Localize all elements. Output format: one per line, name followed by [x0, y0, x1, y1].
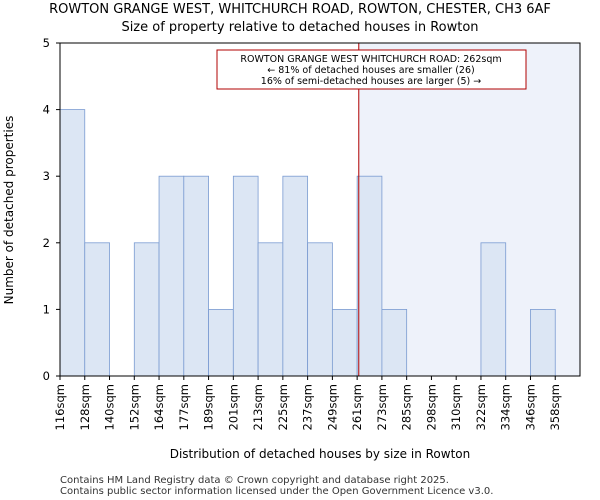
bar-249sqm	[331, 308, 358, 377]
x-tick-label-273sqm: 273sqm	[375, 384, 389, 430]
x-tick-label-213sqm: 213sqm	[251, 384, 265, 430]
x-tick-label-237sqm: 237sqm	[301, 384, 315, 430]
x-tick-label-249sqm: 249sqm	[325, 384, 339, 430]
bar-261sqm	[356, 175, 383, 377]
footer-line-2: Contains public sector information licen…	[60, 486, 493, 497]
x-tick-label-140sqm: 140sqm	[103, 384, 117, 430]
bar-152sqm	[133, 242, 160, 377]
x-ticks: 116sqm 128sqm 140sqm 152sqm 164sqm 177sqm 189s…	[53, 376, 562, 430]
x-tick-label-346sqm: 346sqm	[523, 384, 537, 430]
bar-189sqm	[208, 308, 234, 377]
bar-116sqm	[59, 109, 86, 377]
x-tick-label-177sqm: 177sqm	[177, 384, 191, 430]
bar-213sqm	[257, 242, 284, 377]
bar-177sqm	[183, 175, 209, 377]
y-tick-label-3: 3	[43, 169, 50, 183]
bar-322sqm	[480, 242, 507, 377]
annotation-border	[216, 49, 527, 90]
bar-164sqm	[158, 175, 185, 377]
bar-201sqm	[232, 175, 259, 377]
bars	[59, 109, 556, 377]
y-tick-label-2: 2	[43, 236, 50, 250]
footer-line-1: Contains HM Land Registry data © Crown c…	[60, 475, 449, 486]
chart-title: ROWTON GRANGE WEST, WHITCHURCH ROAD, ROW…	[49, 2, 551, 17]
annotation-line-2: ← 81% of detached houses are smaller (26…	[267, 65, 474, 76]
x-tick-label-322sqm: 322sqm	[474, 384, 488, 430]
y-axis-label: Number of detached properties	[2, 116, 16, 305]
x-tick-label-152sqm: 152sqm	[127, 384, 141, 430]
y-tick-label-4: 4	[43, 103, 50, 117]
chart-subtitle: Size of property relative to detached ho…	[121, 20, 478, 35]
x-tick-label-116sqm: 116sqm	[53, 384, 67, 430]
bar-273sqm	[381, 308, 408, 377]
y-ticks: 0 1 2 3 4 5	[43, 36, 60, 383]
x-tick-label-225sqm: 225sqm	[276, 384, 290, 430]
y-tick-label-1: 1	[43, 302, 50, 316]
x-tick-label-128sqm: 128sqm	[78, 384, 92, 430]
bar-346sqm	[530, 308, 556, 377]
bar-225sqm	[282, 175, 309, 377]
x-tick-label-298sqm: 298sqm	[424, 384, 438, 430]
x-tick-label-261sqm: 261sqm	[350, 384, 364, 430]
x-tick-label-334sqm: 334sqm	[499, 384, 513, 430]
x-tick-label-189sqm: 189sqm	[202, 384, 216, 430]
annotation-line-1: ROWTON GRANGE WEST WHITCHURCH ROAD: 262s…	[240, 54, 501, 65]
bar-128sqm	[84, 242, 110, 377]
annotation-box: ROWTON GRANGE WEST WHITCHURCH ROAD: 262s…	[216, 49, 527, 90]
annotation-line-3: 16% of semi-detached houses are larger (…	[261, 76, 481, 87]
y-tick-label-0: 0	[43, 369, 50, 383]
x-tick-label-201sqm: 201sqm	[226, 384, 240, 430]
x-tick-label-164sqm: 164sqm	[152, 384, 166, 430]
x-tick-label-310sqm: 310sqm	[449, 384, 463, 430]
plot-frame	[59, 42, 581, 377]
bar-237sqm	[307, 242, 333, 377]
x-tick-label-285sqm: 285sqm	[400, 384, 414, 430]
y-tick-label-5: 5	[43, 36, 50, 50]
x-tick-label-358sqm: 358sqm	[548, 384, 562, 430]
x-axis-label: Distribution of detached houses by size …	[170, 447, 471, 461]
